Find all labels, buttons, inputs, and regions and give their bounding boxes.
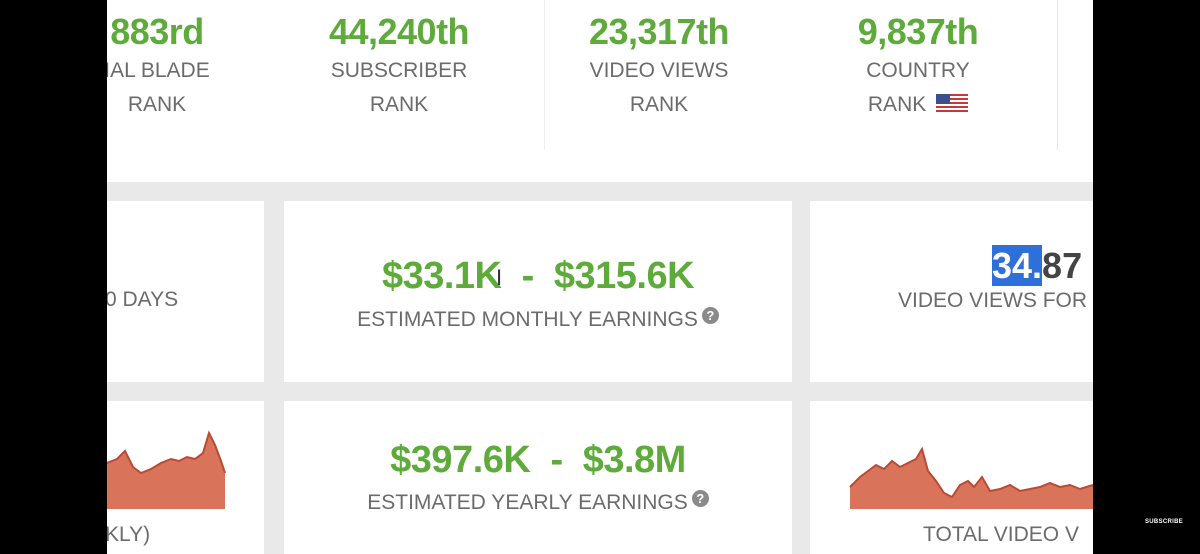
rank-value: 883rd [110,11,204,52]
monthly-earnings-label: ESTIMATED MONTHLY EARNINGS [357,308,698,331]
rank-label-line1: COUNTRY [866,59,970,82]
yearly-earnings-value: $397.6K - $3.8M [390,439,686,481]
subscribe-badge[interactable]: SUBSCRIBE [1145,519,1184,525]
card-video-views: 34.87 VIDEO VIEWS FOR T [810,201,1093,382]
rank-subscriber: 44,240th SUBSCRIBER RANK [279,0,519,120]
yearly-earnings-label-row: ESTIMATED YEARLY EARNINGS? [284,490,792,515]
rank-value: 9,837th [857,11,979,52]
selected-text: 34. [992,245,1043,286]
rank-value: 44,240th [328,11,470,52]
rank-label-line2: RANK [369,93,429,116]
monthly-earnings-label-row: ESTIMATED MONTHLY EARNINGS? [284,307,792,332]
card-label: 0 DAYS [107,288,179,311]
card-weekly-chart: KLY) [107,401,264,554]
rank-divider [1057,0,1058,150]
text-cursor-icon: I [496,265,503,290]
question-circle-icon[interactable]: ? [701,307,719,324]
rank-social-blade: 883rd IAL BLADE RANK [107,0,277,120]
rank-label-line2: RANK [867,93,927,116]
rank-label-line1: IAL BLADE [107,59,210,82]
card-yearly-earnings: $397.6K - $3.8M ESTIMATED YEARLY EARNING… [284,401,792,554]
card-last-30-days: 0 DAYS [107,201,264,382]
monthly-earnings-value: $33.1K - $315.6K [381,255,695,297]
rank-strip: 883rd IAL BLADE RANK 44,240th SUBSCRIBER… [107,0,1093,182]
rank-divider [544,0,545,150]
rank-country: 9,837th COUNTRY RANK [798,0,1038,120]
rank-label-line1: SUBSCRIBER [330,59,468,82]
us-flag-icon [936,90,969,112]
stats-viewport: 883rd IAL BLADE RANK 44,240th SUBSCRIBER… [107,0,1093,554]
video-views-label: VIDEO VIEWS FOR T [898,289,1093,312]
rank-label-line1: VIDEO VIEWS [589,59,729,82]
rank-label-line2: RANK [629,93,689,116]
weekly-sparkline [107,430,226,509]
video-views-value: 34.87 [992,245,1082,287]
total-views-sparkline [849,446,1093,509]
rank-label-line2: RANK [127,93,187,116]
video-views-value-rest: 87 [1042,245,1083,286]
yearly-earnings-label: ESTIMATED YEARLY EARNINGS [367,491,688,514]
rank-value: 23,317th [588,11,730,52]
card-total-video-views: TOTAL VIDEO V [810,401,1093,554]
card-monthly-earnings: $33.1K - $315.6K ESTIMATED MONTHLY EARNI… [284,201,792,382]
weekly-chart-label: KLY) [107,523,151,546]
rank-label-line2-with-flag: RANK [798,89,1038,120]
question-circle-icon[interactable]: ? [691,490,709,507]
total-views-label: TOTAL VIDEO V [923,523,1079,546]
rank-video-views: 23,317th VIDEO VIEWS RANK [539,0,779,120]
